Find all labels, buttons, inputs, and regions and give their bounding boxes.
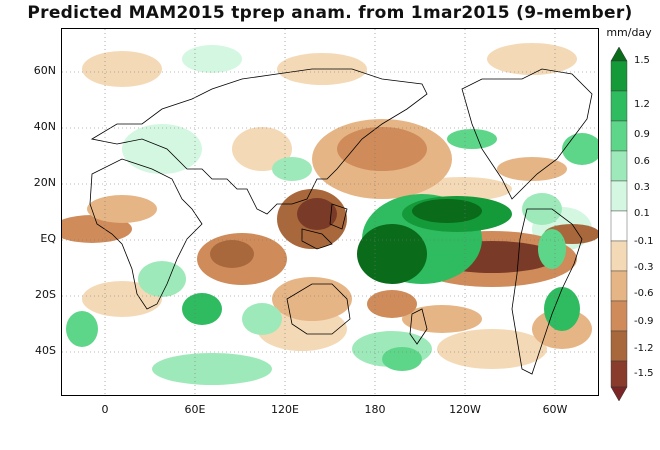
- color-bar: [610, 47, 628, 401]
- colorbar-swatch: [610, 180, 628, 212]
- colorbar-swatch: [610, 270, 628, 302]
- colorbar-label: -1.5: [634, 368, 654, 379]
- colorbar-swatch: [610, 90, 628, 122]
- colorbar-label: -1.2: [634, 343, 654, 354]
- colorbar-swatch: [610, 210, 628, 242]
- lat-label-20n: 20N: [33, 176, 56, 189]
- colorbar-swatch: [610, 360, 628, 388]
- colorbar-swatch: [610, 120, 628, 152]
- colorbar-label: 0.1: [634, 208, 650, 219]
- colorbar-swatch: [610, 240, 628, 272]
- colorbar-label: 0.3: [634, 182, 650, 193]
- lon-label-60e: 60E: [184, 403, 206, 416]
- lat-lon-grid: [62, 29, 598, 395]
- colorbar-label: -0.6: [634, 288, 654, 299]
- lat-label-20s: 20S: [35, 288, 56, 301]
- colorbar-label: -0.1: [634, 236, 654, 247]
- lon-label-120w: 120W: [449, 403, 481, 416]
- colorbar-label: 0.6: [634, 156, 650, 167]
- colorbar-swatch: [610, 60, 628, 92]
- lon-label-60w: 60W: [542, 403, 568, 416]
- lon-label-180: 180: [364, 403, 386, 416]
- light-anomaly-patches: [82, 43, 592, 385]
- map-panel: [61, 28, 599, 396]
- colorbar-label: 1.2: [634, 99, 650, 110]
- colorbar-label: -0.9: [634, 316, 654, 327]
- colorbar-label: 1.5: [634, 55, 650, 66]
- units-label: mm/day: [606, 26, 652, 39]
- colorbar-top-arrow: [610, 47, 628, 62]
- lon-label-120e: 120E: [271, 403, 299, 416]
- coastlines: [89, 68, 593, 375]
- lat-label-40n: 40N: [33, 120, 56, 133]
- lat-label-60n: 60N: [33, 64, 56, 77]
- colorbar-label: -0.3: [634, 262, 654, 273]
- colorbar-swatch: [610, 150, 628, 182]
- lat-label-eq: EQ: [40, 232, 56, 245]
- map-title: Predicted MAM2015 tprep anam. from 1mar2…: [27, 3, 633, 23]
- lat-label-40s: 40S: [35, 344, 56, 357]
- lon-label-0: 0: [101, 403, 109, 416]
- colorbar-swatch: [610, 300, 628, 332]
- precip-anomaly-map: [62, 29, 598, 395]
- colorbar-label: 0.9: [634, 129, 650, 140]
- colorbar-swatch: [610, 330, 628, 362]
- colorbar-bottom-arrow: [610, 386, 628, 401]
